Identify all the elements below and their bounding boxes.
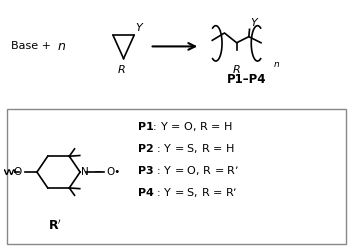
Text: P1–P4: P1–P4 [227, 73, 267, 86]
Text: $\mathbf{P2}$ : Y = S, R = H: $\mathbf{P2}$ : Y = S, R = H [137, 142, 235, 155]
Text: $\mathbf{P4}$ : Y = S, R = R’: $\mathbf{P4}$ : Y = S, R = R’ [137, 186, 238, 199]
FancyBboxPatch shape [7, 109, 346, 244]
Text: N: N [81, 167, 88, 177]
Text: Y: Y [251, 18, 257, 28]
Text: $\bf{R'}$: $\bf{R'}$ [48, 219, 62, 233]
Text: −: − [94, 167, 103, 177]
Text: $\mathbf{P3}$ : Y = O, R = R’: $\mathbf{P3}$ : Y = O, R = R’ [137, 164, 240, 177]
Text: $n$: $n$ [58, 40, 66, 53]
Text: R: R [233, 65, 241, 75]
Text: R: R [118, 65, 126, 75]
Text: O: O [13, 167, 21, 177]
Text: Y: Y [136, 23, 142, 33]
Text: O•: O• [106, 167, 120, 177]
Text: $n$: $n$ [273, 60, 280, 69]
Text: $\mathbf{P1}$: Y = O, R = H: $\mathbf{P1}$: Y = O, R = H [137, 121, 233, 133]
Text: Base +: Base + [11, 41, 54, 51]
